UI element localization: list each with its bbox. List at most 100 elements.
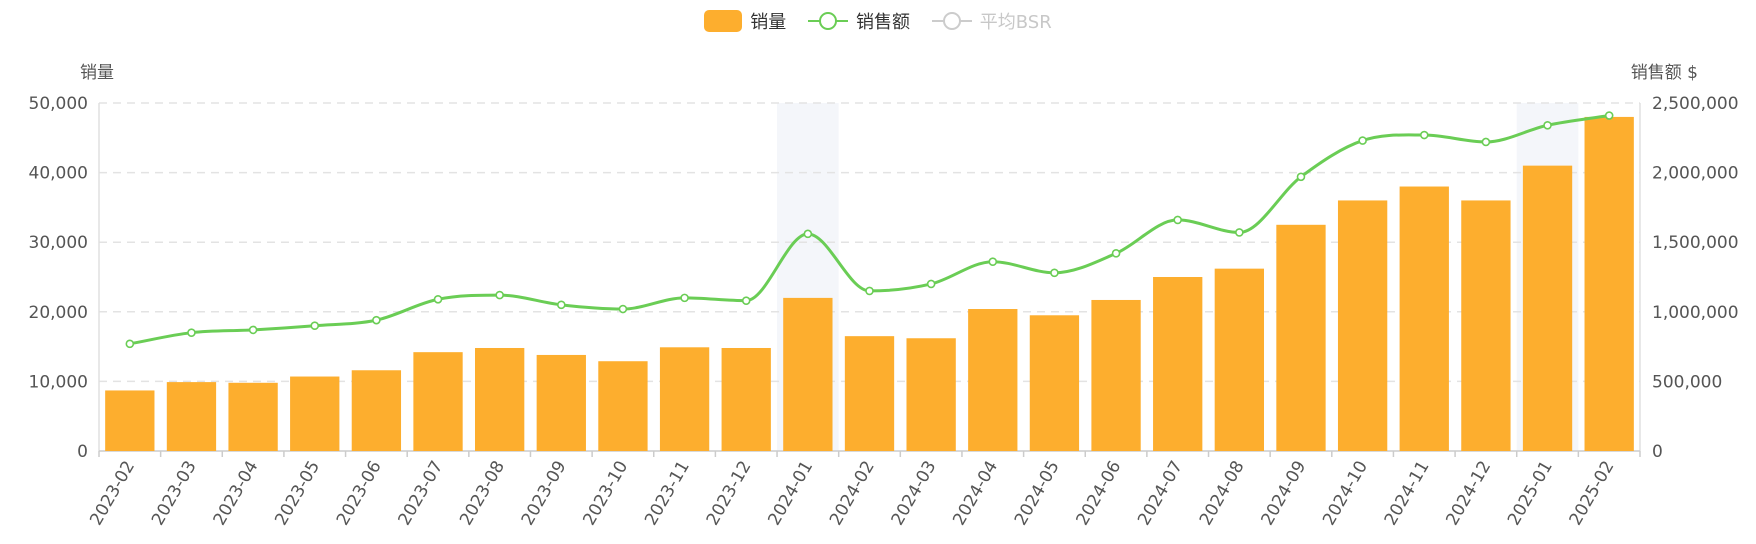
line-point (865, 286, 874, 296)
bar (536, 354, 586, 451)
x-tick-label: 2023-09 (518, 458, 571, 530)
x-tick-label: 2024-06 (1073, 458, 1126, 530)
line-point (988, 257, 998, 266)
y-left-tick-label: 40,000 (29, 164, 88, 184)
line-point (125, 339, 135, 349)
bar (1091, 299, 1141, 451)
bar (1337, 200, 1388, 451)
y-right-tick-label: 1,500,000 (1652, 233, 1739, 253)
line-point (1050, 268, 1059, 278)
x-tick-label: 2024-09 (1257, 458, 1310, 530)
bar (968, 309, 1018, 451)
right-axis-title: 销售额 $ (1630, 63, 1698, 83)
bar (659, 347, 710, 451)
bar (105, 390, 155, 451)
line-point (741, 296, 751, 305)
legend-item-avg-bsr[interactable]: 平均BSR (931, 8, 1052, 34)
x-tick-label: 2024-01 (764, 458, 817, 530)
bar (1029, 315, 1080, 451)
bar (598, 361, 648, 451)
bar (1584, 116, 1634, 452)
line-point (248, 325, 258, 335)
line-point (1481, 137, 1491, 147)
bar (166, 382, 217, 451)
y-right-tick-label: 2,500,000 (1652, 94, 1739, 114)
x-tick-label: 2023-03 (148, 458, 201, 530)
x-tick-label: 2023-10 (579, 458, 632, 530)
legend-item-sales-volume[interactable]: 销量 (704, 8, 786, 34)
line-point (680, 293, 689, 303)
bar (475, 347, 525, 451)
x-tick-label: 2024-03 (888, 458, 941, 530)
x-tick-label: 2023-07 (395, 458, 448, 530)
bar (1153, 277, 1203, 451)
x-tick-label: 2023-06 (333, 458, 386, 530)
series-line-sales-revenue (129, 114, 1610, 346)
x-tick-label: 2024-10 (1319, 458, 1372, 530)
legend: 销量 销售额 平均BSR (0, 8, 1756, 34)
x-tick-label: 2024-12 (1442, 458, 1495, 530)
x-tick-label: 2024-02 (826, 458, 879, 530)
legend-label-sales-revenue: 销售额 (856, 12, 911, 33)
y-left-tick-label: 0 (77, 442, 88, 462)
bar (290, 376, 340, 451)
left-axis-title: 销量 (80, 63, 114, 83)
line-point (556, 300, 566, 310)
y-right-tick-label: 1,000,000 (1652, 303, 1739, 323)
x-tick-label: 2023-11 (641, 458, 694, 530)
line-point (1235, 228, 1244, 237)
bar (1522, 165, 1573, 451)
x-tick-label: 2024-08 (1196, 458, 1249, 530)
line-point (1296, 172, 1306, 182)
line-point (618, 304, 628, 314)
line-swatch-icon (808, 10, 849, 32)
line-point (926, 279, 936, 289)
legend-label-sales-volume: 销量 (750, 12, 787, 33)
line-point (310, 321, 320, 331)
line-point (1419, 130, 1429, 140)
bar (351, 370, 402, 451)
x-tick-label: 2023-12 (703, 458, 756, 530)
bar (1276, 224, 1326, 451)
bar-swatch-icon (704, 10, 743, 32)
x-tick-label: 2023-08 (456, 458, 509, 530)
y-left-tick-label: 50,000 (29, 94, 88, 114)
x-tick-label: 2024-05 (1011, 458, 1064, 530)
line-point (1358, 136, 1367, 145)
y-right-tick-label: 500,000 (1652, 372, 1722, 392)
bar (783, 297, 833, 451)
bar (906, 338, 956, 451)
bar (721, 347, 771, 451)
bar (1399, 186, 1449, 451)
bar (228, 382, 278, 451)
line-point (372, 315, 381, 325)
x-tick-label: 2025-02 (1566, 458, 1619, 530)
y-left-tick-label: 20,000 (29, 303, 88, 323)
line-point (1543, 120, 1552, 130)
x-tick-label: 2023-02 (86, 458, 139, 530)
line-point (1173, 215, 1182, 225)
bar (1214, 268, 1264, 451)
y-left-tick-label: 30,000 (29, 233, 88, 253)
line-swatch-disabled-icon (931, 10, 972, 32)
line-point (1604, 111, 1614, 120)
line-point (495, 290, 504, 300)
y-right-tick-label: 2,000,000 (1652, 164, 1739, 184)
x-tick-label: 2024-07 (1134, 458, 1187, 530)
y-right-tick-label: 0 (1652, 442, 1663, 462)
line-point (1111, 249, 1121, 258)
line-point (187, 328, 196, 337)
x-tick-label: 2023-05 (271, 458, 324, 530)
line-point (433, 294, 443, 304)
bar (1461, 200, 1511, 451)
x-tick-label: 2025-01 (1504, 458, 1557, 530)
x-tick-label: 2024-11 (1381, 458, 1434, 530)
bar (413, 352, 463, 451)
x-tick-label: 2024-04 (949, 458, 1002, 530)
legend-item-sales-revenue[interactable]: 销售额 (808, 8, 910, 34)
x-tick-label: 2023-04 (210, 458, 263, 530)
y-left-tick-label: 10,000 (29, 372, 88, 392)
legend-label-avg-bsr: 平均BSR (979, 12, 1052, 33)
bar (844, 336, 895, 451)
